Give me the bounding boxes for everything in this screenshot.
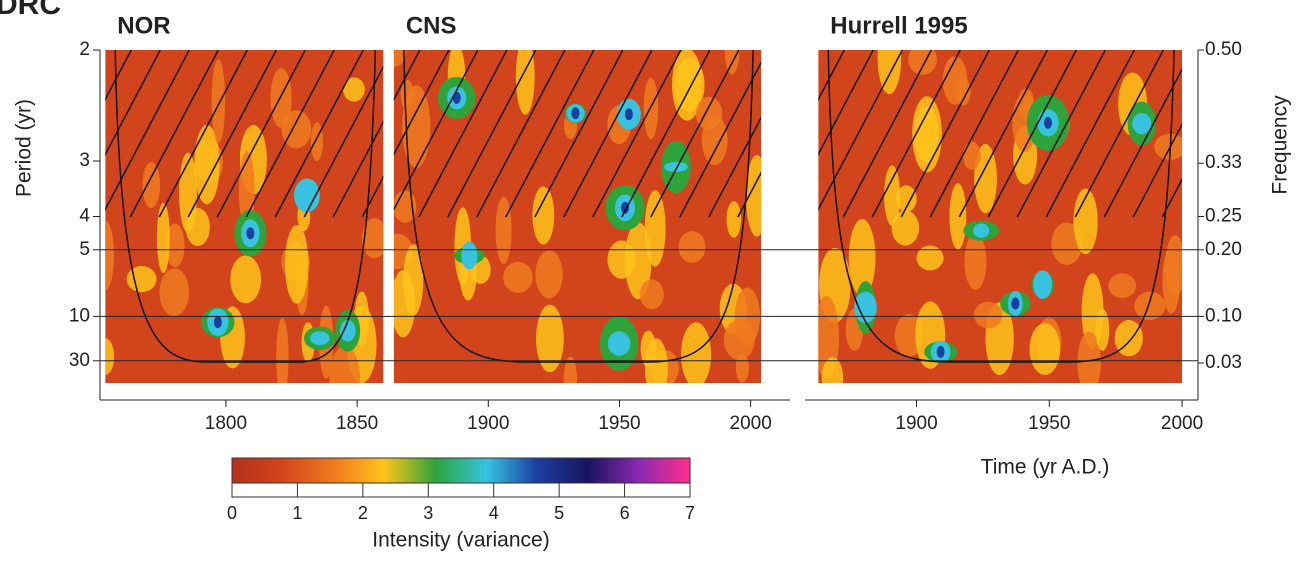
- spectrum-blob: [679, 231, 706, 263]
- spectrum-blob: [963, 141, 981, 169]
- colorbar-tick-label: 0: [227, 503, 237, 523]
- spectrum-blob: [964, 233, 986, 290]
- x-tick-label: 2000: [1161, 413, 1203, 434]
- spectrum-blob: [724, 319, 755, 360]
- spectrum-peak: [625, 108, 633, 120]
- y-tick-label: 3: [79, 150, 90, 171]
- spectrum-blob: [212, 59, 226, 143]
- colorbar-tick-label: 2: [358, 503, 368, 523]
- colorbar-tick-label: 5: [554, 503, 564, 523]
- y-tick-label: 2: [79, 39, 90, 60]
- spectrum-blob: [564, 357, 578, 406]
- spectrum-blob: [607, 240, 635, 278]
- colorbar-tick-label: 3: [423, 503, 433, 523]
- spectrum-peak: [1132, 113, 1151, 134]
- spectrum-blob: [96, 338, 114, 375]
- panel-title: CNS: [406, 12, 457, 39]
- spectrum-panel: [698, 21, 1250, 397]
- spectrum-blob: [645, 338, 668, 397]
- spectrum-blob: [916, 246, 943, 271]
- y2-tick-label: 0.10: [1205, 305, 1242, 326]
- spectrum-blob: [949, 183, 966, 249]
- spectrum-blob: [159, 268, 189, 316]
- x-tick-label: 1900: [895, 413, 937, 434]
- spectrum-peak: [1044, 117, 1052, 129]
- y2-axis-label: Frequency: [1269, 95, 1292, 195]
- spectrum-blob: [142, 162, 160, 208]
- spectrum-blob: [1165, 235, 1185, 297]
- spectrum-blob: [640, 279, 664, 309]
- spectrum-blob: [503, 262, 533, 293]
- spectrum-blob: [403, 244, 423, 316]
- spectrum-peak: [937, 346, 945, 358]
- panel-title: Hurrell 1995: [830, 12, 967, 39]
- spectrum-peak: [1033, 270, 1052, 298]
- spectrum-blob: [496, 197, 512, 264]
- spectrum-blob: [727, 201, 741, 238]
- figure-label: DRC: [0, 0, 61, 21]
- y2-tick-label: 0.20: [1205, 239, 1242, 260]
- colorbar-tick-label: 7: [685, 503, 695, 523]
- spectrum-blob: [1134, 292, 1165, 320]
- colorbar-tick-label: 1: [292, 503, 302, 523]
- colorbar-frame: [232, 483, 690, 497]
- spectrum-blob: [535, 250, 562, 298]
- spectrum-blob: [1029, 323, 1060, 375]
- spectrum-blob: [908, 44, 937, 75]
- colorbar-tick-label: 6: [620, 503, 630, 523]
- x-tick-label: 1900: [467, 413, 509, 434]
- colorbar-tick-label: 4: [489, 503, 499, 523]
- y2-tick-label: 0.25: [1205, 206, 1242, 227]
- spectrum-peak: [1011, 298, 1019, 310]
- spectrum-blob: [725, 27, 740, 75]
- spectrum-peak: [461, 241, 477, 269]
- y-tick-label: 4: [79, 206, 90, 227]
- spectrum-blob: [311, 122, 323, 161]
- x-axis-label: Time (yr A.D.): [981, 456, 1110, 479]
- spectrum-blob: [285, 225, 309, 304]
- spectrum-blob: [681, 322, 711, 387]
- spectrum-peak: [571, 107, 579, 119]
- spectrum-peak: [608, 331, 631, 355]
- spectrum-peak: [453, 92, 461, 104]
- spectrum-blob: [822, 357, 844, 398]
- spectrum-blob: [974, 302, 1003, 329]
- y-tick-label: 10: [69, 305, 90, 326]
- panel-title: NOR: [117, 12, 170, 39]
- y-axis-label: Period (yr): [13, 99, 36, 197]
- x-tick-label: 1950: [598, 413, 640, 434]
- spectrum-peak: [310, 331, 329, 345]
- spectrum-blob: [230, 256, 261, 304]
- x-tick-label: 2000: [730, 413, 772, 434]
- x-tick-label: 1950: [1028, 413, 1070, 434]
- spectrum-blob: [516, 38, 535, 115]
- spectrum-blob: [276, 318, 288, 396]
- spectrum-blob: [1108, 273, 1136, 298]
- spectrum-peak: [246, 227, 254, 239]
- y-tick-label: 5: [79, 239, 90, 260]
- y2-tick-label: 0.33: [1205, 152, 1242, 173]
- y-tick-label: 30: [69, 350, 90, 371]
- x-tick-label: 1800: [205, 413, 247, 434]
- spectrum-peak: [214, 316, 222, 328]
- spectrum-peak: [854, 292, 877, 323]
- figure: DRC Period (yr) Frequency Time (yr A.D.)…: [0, 0, 1305, 562]
- spectrum-blob: [157, 203, 170, 273]
- spectrum-blob: [645, 190, 666, 266]
- spectrum-blob: [127, 266, 157, 292]
- spectrum-blob: [892, 210, 920, 245]
- y2-tick-label: 0.03: [1205, 352, 1242, 373]
- colorbar-label: Intensity (variance): [372, 529, 549, 552]
- spectrum-blob: [385, 37, 405, 66]
- spectrum-blob: [1095, 309, 1109, 351]
- colorbar: [232, 458, 690, 483]
- y2-tick-label: 0.50: [1205, 39, 1242, 60]
- x-tick-label: 1850: [336, 413, 378, 434]
- significance-hatch: [0, 50, 73, 217]
- spectrum-peak: [973, 223, 989, 237]
- spectrum-blob: [329, 346, 360, 416]
